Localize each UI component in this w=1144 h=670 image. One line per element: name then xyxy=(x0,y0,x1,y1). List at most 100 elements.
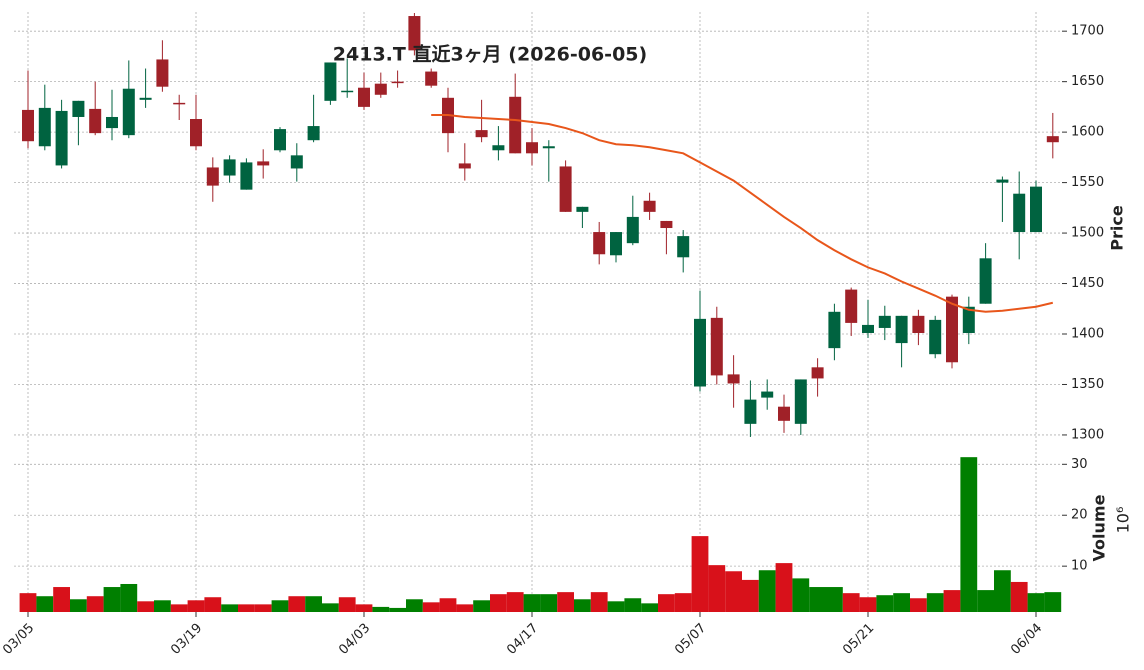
candle-body xyxy=(341,90,354,93)
candle-body xyxy=(845,289,858,323)
volume-bar xyxy=(271,600,289,612)
volume-bar xyxy=(406,599,423,612)
candle-body xyxy=(391,81,404,84)
candle-body xyxy=(828,311,841,349)
volume-scale-label: 10⁶ xyxy=(1114,507,1133,534)
candle-body xyxy=(727,374,740,384)
candle-body xyxy=(72,100,85,117)
candle-body xyxy=(257,161,270,166)
volume-bar xyxy=(439,598,457,612)
candle-body xyxy=(1046,136,1059,143)
volume-bar xyxy=(540,594,558,612)
candle-body xyxy=(425,71,438,86)
volume-bar xyxy=(926,593,944,612)
volume-bar xyxy=(859,597,877,612)
candle-body xyxy=(290,155,303,169)
candle-body xyxy=(878,315,891,328)
volume-bar xyxy=(322,603,339,612)
candle-body xyxy=(156,59,169,87)
candle-body xyxy=(811,367,824,379)
volume-tick-label: 30 xyxy=(1071,457,1088,472)
volume-bar xyxy=(994,570,1011,612)
candle-body xyxy=(979,258,992,304)
volume-bar xyxy=(53,587,70,612)
candle-body xyxy=(761,391,774,398)
candle-body xyxy=(946,296,958,363)
volume-bar xyxy=(170,604,188,612)
candle-body xyxy=(274,129,286,151)
candle-body xyxy=(660,220,673,229)
candle-body xyxy=(610,232,622,256)
candle-body xyxy=(526,142,538,154)
volume-bar xyxy=(221,604,238,612)
candle-body xyxy=(744,399,757,424)
x-tick-label: 05/07 xyxy=(672,621,709,658)
candle-body xyxy=(324,62,337,101)
volume-tick-label: 10 xyxy=(1071,559,1088,574)
volume-bar xyxy=(506,592,524,612)
volume-bar xyxy=(775,563,793,612)
price-axis-label: Price xyxy=(1108,205,1127,251)
candle-body xyxy=(106,116,118,129)
volume-bar xyxy=(876,595,894,612)
volume-bar xyxy=(389,607,406,612)
candle-body xyxy=(122,88,135,136)
volume-bar xyxy=(36,596,54,612)
candle-body xyxy=(38,107,51,147)
x-tick-label: 03/05 xyxy=(0,621,37,658)
candle-body xyxy=(458,163,471,169)
candle-body xyxy=(374,83,387,95)
volume-bar xyxy=(943,590,961,612)
moving-average-line xyxy=(431,113,1054,313)
candle-body xyxy=(475,130,488,138)
y-tick-label: 1400 xyxy=(1071,327,1104,342)
volume-bar xyxy=(120,583,138,612)
volume-bar xyxy=(960,457,978,612)
volume-bar xyxy=(490,594,507,612)
volume-axis-label: Volume xyxy=(1090,494,1109,561)
volume-bar xyxy=(842,593,860,612)
candle-body xyxy=(1030,186,1042,233)
candle-body xyxy=(240,162,253,190)
volume-bar xyxy=(641,603,658,612)
volume-bar xyxy=(557,592,574,612)
chart-title: 2413.T 直近3ヶ月 (2026-06-05) xyxy=(333,43,647,66)
volume-bar xyxy=(305,596,322,612)
candle-body xyxy=(996,179,1009,183)
candle-body xyxy=(542,146,555,149)
candle-body xyxy=(794,379,807,424)
candle-body xyxy=(677,236,690,258)
y-tick-label: 1300 xyxy=(1071,427,1104,442)
volume-bar xyxy=(674,593,692,612)
volume-bar xyxy=(238,604,255,612)
candle-body xyxy=(173,102,186,105)
volume-bar xyxy=(154,600,171,612)
volume-bar xyxy=(103,587,121,612)
volume-bar xyxy=(607,601,625,612)
volume-bar xyxy=(456,604,474,612)
volume-bar xyxy=(624,598,642,612)
volume-bar xyxy=(137,601,154,612)
y-tick-label: 1700 xyxy=(1071,24,1104,39)
candle-body xyxy=(643,200,656,212)
volume-bar xyxy=(372,606,390,612)
candle-body xyxy=(492,145,505,151)
candle-body xyxy=(89,108,102,134)
volume-bar xyxy=(473,600,490,612)
y-tick-label: 1450 xyxy=(1071,276,1104,291)
volume-tick-label: 20 xyxy=(1071,508,1088,523)
volume-bar xyxy=(288,596,306,612)
candle-body xyxy=(1013,193,1026,233)
y-tick-label: 1600 xyxy=(1071,125,1104,140)
candle-body xyxy=(929,319,942,355)
candle-body xyxy=(139,97,152,100)
volume-bar xyxy=(204,597,222,612)
candle-body xyxy=(694,318,706,387)
candle-body xyxy=(22,109,34,142)
candle-body xyxy=(962,306,975,333)
candle-body xyxy=(710,317,723,376)
candle-body xyxy=(190,119,202,147)
volume-bar xyxy=(1044,592,1062,612)
